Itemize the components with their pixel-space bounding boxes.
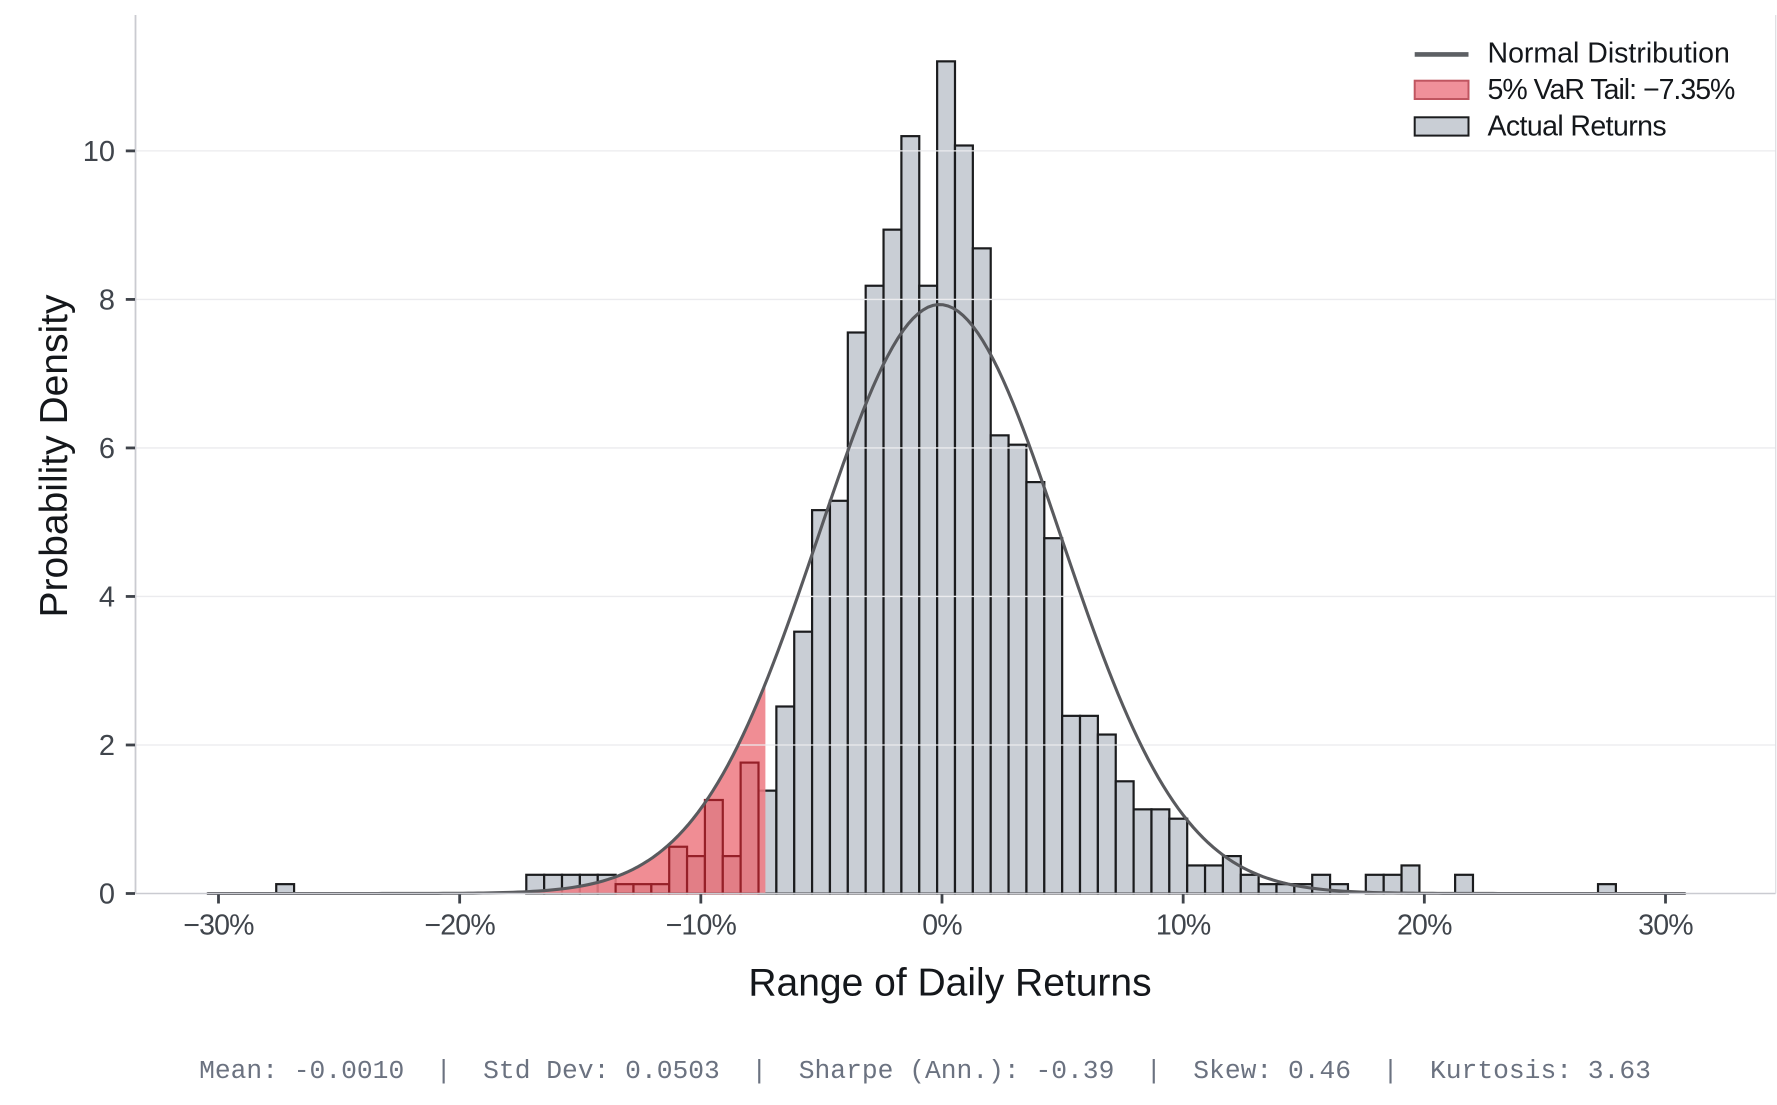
svg-text:Normal Distribution: Normal Distribution: [1488, 38, 1730, 70]
svg-text:Actual Returns: Actual Returns: [1488, 110, 1667, 142]
svg-text:8: 8: [99, 285, 115, 317]
svg-text:−10%: −10%: [666, 909, 737, 941]
svg-text:10%: 10%: [1156, 909, 1211, 941]
svg-text:2: 2: [99, 730, 115, 762]
svg-text:4: 4: [99, 582, 115, 614]
svg-text:−20%: −20%: [424, 909, 495, 941]
svg-text:6: 6: [99, 433, 115, 465]
svg-text:Mean: -0.0010 | Std Dev: 0.0: Mean: -0.0010 | Std Dev: 0.0503 | Sharpe…: [199, 1056, 1651, 1086]
svg-text:0%: 0%: [922, 909, 962, 941]
svg-text:10: 10: [83, 136, 115, 168]
svg-text:Probability Density: Probability Density: [33, 294, 76, 617]
svg-text:5% VaR Tail: −7.35%: 5% VaR Tail: −7.35%: [1488, 74, 1736, 106]
svg-text:0: 0: [99, 879, 115, 911]
svg-text:−30%: −30%: [183, 909, 254, 941]
svg-text:Range of Daily Returns: Range of Daily Returns: [748, 962, 1151, 1005]
svg-text:20%: 20%: [1397, 909, 1452, 941]
svg-text:30%: 30%: [1638, 909, 1693, 941]
